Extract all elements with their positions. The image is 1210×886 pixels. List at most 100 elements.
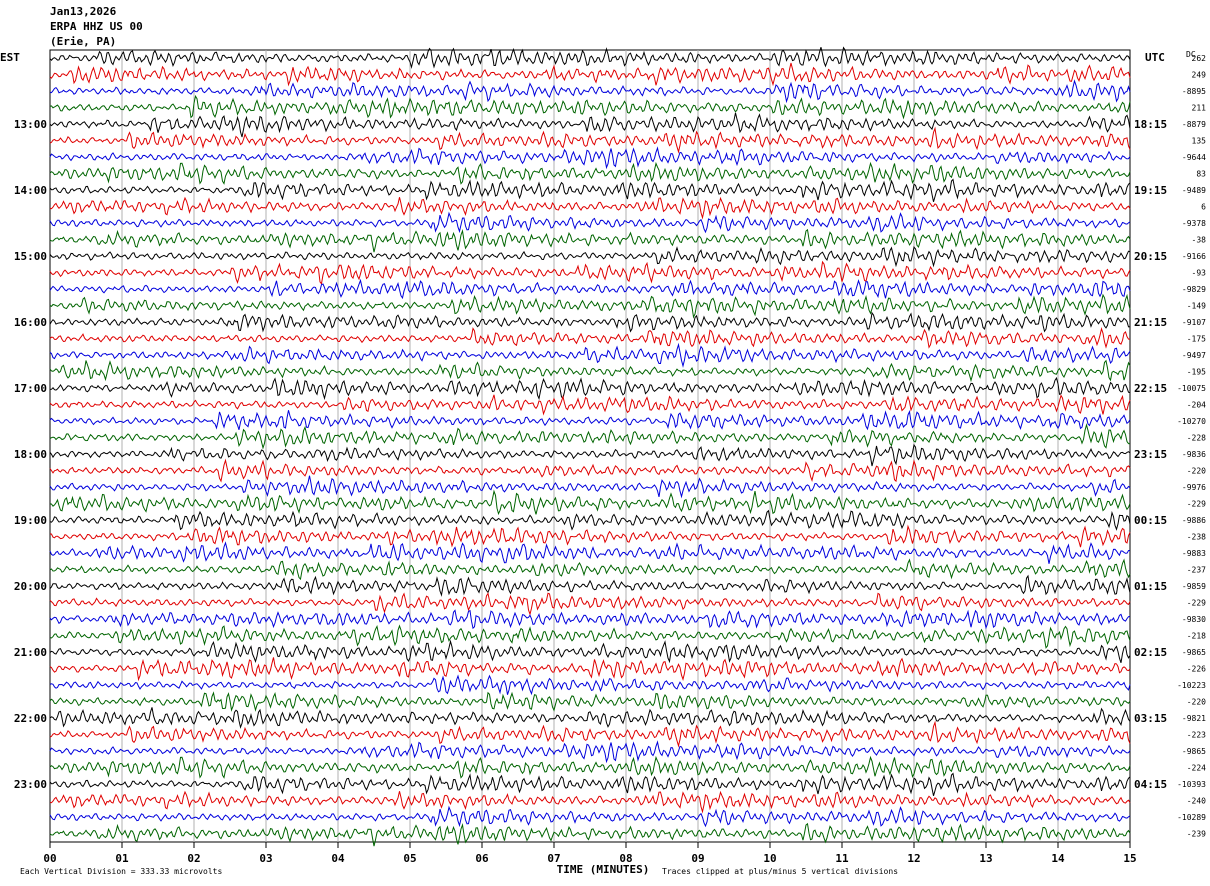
x-tick-label: 10	[763, 852, 776, 865]
dc-offset-value: 211	[1192, 104, 1207, 113]
left-hour-label: 18:00	[14, 448, 47, 461]
footer-clip-note: Traces clipped at plus/minus 5 vertical …	[662, 867, 899, 876]
date-label: Jan13,2026	[50, 5, 117, 18]
x-tick-label: 03	[259, 852, 272, 865]
dc-offset-value: -149	[1187, 302, 1206, 311]
left-timezone-label: EST	[0, 51, 20, 64]
seismic-trace	[49, 524, 1131, 548]
seismic-trace	[49, 707, 1131, 729]
location-label: (Erie, PA)	[50, 35, 117, 48]
seismic-trace	[49, 822, 1131, 847]
dc-offset-value: 135	[1192, 137, 1207, 146]
dc-offset-value: -10223	[1177, 681, 1206, 690]
seismic-trace	[49, 740, 1131, 764]
seismic-trace	[49, 178, 1131, 202]
x-tick-label: 04	[331, 852, 345, 865]
left-hour-label: 13:00	[14, 118, 47, 131]
dc-offset-value: 262	[1192, 54, 1207, 63]
right-hour-label: 01:15	[1134, 580, 1167, 593]
dc-offset-value: -223	[1187, 731, 1206, 740]
seismic-trace	[49, 772, 1131, 796]
seismic-trace	[49, 342, 1131, 368]
seismic-trace	[49, 805, 1131, 828]
seismic-trace	[49, 541, 1131, 564]
left-hour-label: 21:00	[14, 646, 47, 659]
seismic-trace	[49, 790, 1131, 814]
x-tick-label: 08	[619, 852, 632, 865]
dc-offset-value: -175	[1187, 335, 1206, 344]
x-tick-label: 13	[979, 852, 992, 865]
dc-offset-value: -9489	[1182, 186, 1206, 195]
seismic-trace	[49, 62, 1131, 87]
footer-scale-note: Each Vertical Division = 333.33 microvol…	[20, 867, 223, 876]
dc-label: DC	[1186, 50, 1196, 59]
dc-offset-value: -9829	[1182, 285, 1206, 294]
left-hour-label: 22:00	[14, 712, 47, 725]
seismic-trace	[49, 592, 1131, 616]
dc-offset-value: 249	[1192, 71, 1207, 80]
x-axis-label: TIME (MINUTES)	[557, 863, 650, 876]
dc-offset-value: -10289	[1177, 813, 1206, 822]
seismic-trace	[49, 326, 1130, 349]
right-hour-label: 23:15	[1134, 448, 1167, 461]
seismic-trace	[49, 245, 1131, 268]
seismic-trace	[49, 574, 1131, 597]
right-hour-label: 02:15	[1134, 646, 1167, 659]
x-tick-label: 05	[403, 852, 416, 865]
seismic-trace	[49, 639, 1131, 664]
right-hour-label: 22:15	[1134, 382, 1167, 395]
x-tick-label: 02	[187, 852, 200, 865]
seismic-trace	[49, 376, 1131, 401]
left-hour-label: 15:00	[14, 250, 47, 263]
left-hour-label: 16:00	[14, 316, 47, 329]
dc-offset-value: -93	[1192, 269, 1207, 278]
dc-offset-value: -10270	[1177, 417, 1206, 426]
dc-offset-value: 6	[1201, 203, 1206, 212]
dc-offset-value: -9830	[1182, 615, 1206, 624]
dc-offset-value: -195	[1187, 368, 1206, 377]
dc-offset-value: -9497	[1182, 351, 1206, 360]
dc-offset-value: -239	[1187, 830, 1206, 839]
x-tick-label: 07	[547, 852, 560, 865]
dc-offset-value: -10075	[1177, 384, 1206, 393]
right-hour-label: 18:15	[1134, 118, 1167, 131]
dc-offset-value: -9166	[1182, 252, 1206, 261]
right-hour-label: 00:15	[1134, 514, 1167, 527]
dc-offset-value: -229	[1187, 500, 1206, 509]
dc-offset-value: -38	[1192, 236, 1207, 245]
seismic-trace	[49, 79, 1131, 104]
right-timezone-label: UTC	[1145, 51, 1165, 64]
seismic-trace	[49, 409, 1131, 431]
seismic-trace	[49, 293, 1131, 319]
dc-offset-value: -237	[1187, 566, 1206, 575]
seismic-trace	[49, 196, 1131, 220]
dc-offset-value: -9644	[1182, 153, 1206, 162]
right-hour-label: 04:15	[1134, 778, 1167, 791]
dc-offset-value: -224	[1187, 764, 1206, 773]
dc-offset-value: -229	[1187, 599, 1206, 608]
dc-offset-value: -220	[1187, 698, 1206, 707]
seismic-trace	[49, 46, 1131, 70]
dc-offset-value: -9886	[1182, 516, 1206, 525]
seismic-trace	[49, 126, 1131, 154]
dc-offset-value: -9859	[1182, 582, 1206, 591]
dc-offset-value: -9107	[1182, 318, 1206, 327]
seismic-trace	[49, 146, 1131, 170]
dc-offset-value: 83	[1196, 170, 1206, 179]
seismic-trace	[49, 112, 1131, 138]
dc-offset-value: -228	[1187, 434, 1206, 443]
dc-offset-value: -9865	[1182, 747, 1206, 756]
x-tick-label: 06	[475, 852, 489, 865]
seismic-trace	[49, 94, 1131, 120]
dc-offset-value: -8879	[1182, 120, 1206, 129]
dc-offset-value: -9836	[1182, 450, 1206, 459]
dc-offset-value: -10393	[1177, 780, 1206, 789]
seismic-trace	[49, 228, 1131, 253]
x-tick-label: 01	[115, 852, 129, 865]
x-tick-label: 12	[907, 852, 920, 865]
right-hour-label: 19:15	[1134, 184, 1167, 197]
dc-offset-value: -9821	[1182, 714, 1206, 723]
seismic-trace	[49, 509, 1131, 531]
dc-offset-value: -218	[1187, 632, 1206, 641]
seismic-trace	[49, 475, 1131, 499]
